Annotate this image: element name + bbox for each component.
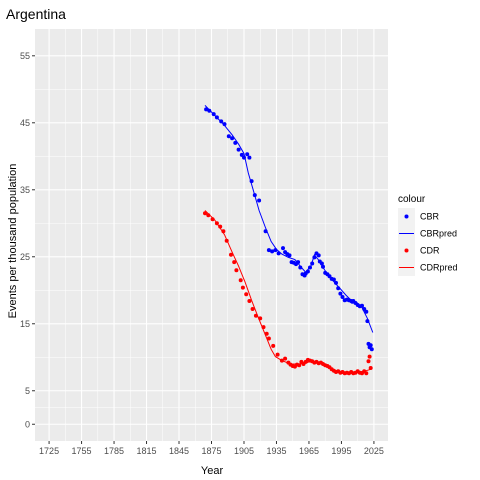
- cbr-point: [204, 107, 209, 112]
- x-tick-label: 1875: [201, 446, 221, 456]
- cdr-point: [240, 285, 245, 290]
- cbr-point: [236, 147, 241, 152]
- cdr-point: [283, 356, 288, 361]
- y-tick-label: 45: [20, 118, 30, 128]
- cbr-point: [270, 249, 275, 254]
- cbr-point: [222, 122, 227, 127]
- cbr-point: [316, 253, 321, 258]
- x-axis-title: Year: [201, 465, 224, 477]
- cdr-point: [367, 354, 372, 359]
- x-tick-label: 1965: [299, 446, 319, 456]
- cdrpred-line: [204, 210, 371, 374]
- data-layer: [203, 105, 374, 376]
- cdr-point: [366, 359, 371, 364]
- y-tick-label: 55: [20, 51, 30, 61]
- grid-lines: [35, 29, 388, 441]
- x-tick-label: 2025: [364, 446, 384, 456]
- cbr-point: [340, 295, 345, 299]
- chart-title: Argentina: [6, 6, 66, 22]
- cdr-point: [238, 278, 243, 283]
- x-tick-label: 1935: [266, 446, 286, 456]
- cbr-point: [368, 343, 373, 348]
- cbr-point: [247, 155, 252, 160]
- cbr-point: [298, 265, 303, 270]
- cdr-point: [244, 292, 249, 297]
- axes: 1725 1755 1785 1815 1845 1875 1905 1935 1965 1995…: [20, 51, 384, 456]
- cbr-point: [287, 253, 292, 258]
- cbr-point: [334, 280, 338, 285]
- legend: colour CBR CBRpred CDR CDRpred: [398, 194, 458, 276]
- cbr-point: [233, 140, 238, 145]
- cdr-point: [271, 343, 276, 348]
- cbr-point: [207, 108, 212, 113]
- cdr-point: [203, 211, 207, 216]
- cbr-point: [281, 246, 285, 251]
- cbr-point: [364, 309, 369, 314]
- y-tick-label: 15: [20, 319, 30, 329]
- x-tick-label: 1845: [169, 446, 189, 456]
- cdr-point: [250, 307, 255, 311]
- cbr-point: [226, 134, 231, 139]
- cbrpred-line: [204, 105, 374, 333]
- y-tick-label: 0: [25, 419, 30, 429]
- cbr-point: [266, 248, 271, 253]
- legend-label: CDR: [420, 246, 440, 256]
- cdr-point: [364, 371, 369, 376]
- y-tick-label: 35: [20, 185, 30, 195]
- x-tick-label: 1905: [234, 446, 254, 456]
- cdr-point: [368, 366, 373, 370]
- x-tick-label: 1755: [72, 446, 92, 456]
- cdr-point: [266, 336, 271, 341]
- cbr-point: [245, 152, 250, 157]
- cdr-point: [247, 299, 252, 303]
- cdr-point: [234, 268, 239, 273]
- y-tick-label: 25: [20, 252, 30, 262]
- legend-key-point: [404, 248, 409, 253]
- legend-key-point: [404, 214, 409, 219]
- legend-label: CDRpred: [420, 263, 458, 273]
- cbr-point: [230, 136, 235, 141]
- y-tick-label: 5: [25, 386, 30, 396]
- cbr-point: [257, 198, 262, 203]
- cdr-point: [232, 260, 237, 265]
- cdr-point: [229, 252, 233, 257]
- cbr-point: [239, 152, 244, 157]
- cdr-point: [275, 352, 280, 357]
- legend-title: colour: [398, 194, 426, 205]
- x-tick-label: 1785: [104, 446, 124, 456]
- legend-label: CBR: [420, 212, 440, 222]
- y-axis-title: Events per thousand population: [7, 164, 19, 319]
- x-tick-label: 1725: [39, 446, 59, 456]
- cbr-point: [369, 347, 374, 352]
- legend-label: CBRpred: [420, 229, 457, 239]
- x-tick-label: 1815: [137, 446, 157, 456]
- cbr-point: [338, 291, 343, 296]
- cbr-point: [296, 260, 301, 265]
- x-tick-label: 1995: [331, 446, 351, 456]
